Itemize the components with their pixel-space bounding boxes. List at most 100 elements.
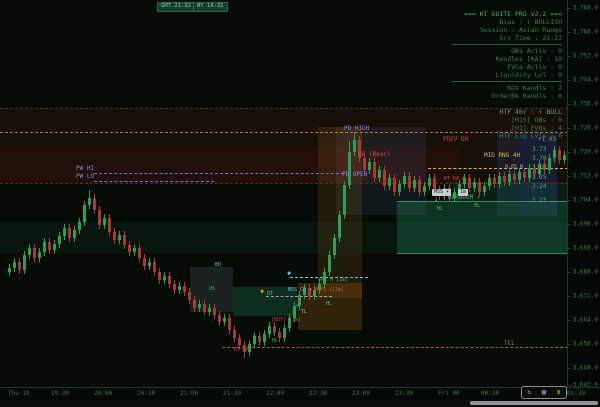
candle-body <box>13 262 16 268</box>
candle-body <box>98 210 101 225</box>
chart-toolbar[interactable]: ↻ ▦ ▮ <box>521 386 567 399</box>
candle-body <box>138 248 141 258</box>
price-tick-mark <box>568 224 571 225</box>
time-tick-label: 21:00 <box>180 390 199 397</box>
tl-tag: TL <box>301 309 308 315</box>
panel-line: Kandles [KA] : 10 <box>495 55 562 63</box>
candle-body <box>538 164 541 174</box>
candle-body <box>63 228 66 236</box>
bu-tag: BU <box>215 262 222 268</box>
candle-body <box>528 168 531 178</box>
candle-body <box>218 315 221 322</box>
candle-body <box>368 162 371 170</box>
time-tick-label: 19:30 <box>51 390 70 397</box>
candle-body <box>233 330 236 338</box>
candle-body <box>48 242 51 250</box>
candle-body <box>308 288 311 296</box>
candle-body <box>548 158 551 170</box>
candle-body <box>398 184 401 192</box>
candle-body <box>543 164 546 170</box>
candle-body <box>68 228 71 238</box>
price-tick-mark <box>568 104 571 105</box>
r-multiple-label: +1.03 <box>538 136 557 143</box>
candle-body <box>423 186 426 192</box>
candle-body <box>323 272 326 284</box>
price-tick-label: 3,744.0 <box>572 76 598 84</box>
tcl-label: TCL <box>504 340 515 347</box>
candle-body <box>313 290 316 296</box>
time-tick-label: 00:30 <box>481 390 500 397</box>
panel-separator <box>452 81 562 82</box>
candle-body <box>143 258 146 266</box>
level-value-3: 3.67 <box>532 164 547 171</box>
scrollbar-thumb[interactable] <box>470 401 598 405</box>
candle-body <box>383 170 386 186</box>
time-axis[interactable]: Thu 19 19:30 20:00 20:30 21:00 21:30 22:00 22:3… <box>0 387 600 400</box>
candle-body <box>488 178 491 186</box>
candle-body <box>393 178 396 192</box>
price-tick-label: 3,720.0 <box>572 148 598 156</box>
candle-body <box>253 336 256 344</box>
hl-tag-4: HL <box>474 203 481 209</box>
price-axis[interactable]: 3,768.0 3,760.0 3,752.0 3,744.0 3,736.0 3,728… <box>567 0 600 389</box>
candle-body <box>508 174 511 182</box>
price-tick-mark <box>568 200 571 201</box>
r2-target-label: +R2 H [1m] <box>318 277 349 283</box>
down-arrow-icon-1: ↓ <box>272 328 277 336</box>
candle-body <box>468 178 471 188</box>
candle-body <box>223 318 226 322</box>
panel-line: Srv Time : 21:32 <box>499 34 562 42</box>
candle-body <box>418 180 421 192</box>
price-tick-mark <box>568 296 571 297</box>
clock-badge[interactable]: NY 14:32 <box>193 2 228 12</box>
dt-tag: DT <box>267 291 274 297</box>
pd-high-label: PD HIGH <box>344 125 370 132</box>
candle-body <box>533 168 536 174</box>
status-icon[interactable]: ▮ <box>556 388 561 396</box>
candle-body <box>498 176 501 184</box>
low-liquidity-line <box>222 347 568 348</box>
panel-line: KDX Kandls : 2 <box>507 84 562 92</box>
candle-body <box>288 318 291 328</box>
scrollbar-track[interactable] <box>0 400 600 407</box>
price-tick-mark <box>568 176 571 177</box>
candle-body <box>163 276 166 280</box>
prev-day-high-line <box>0 132 568 133</box>
right-teal-strip <box>448 182 600 201</box>
candle-body <box>463 178 466 184</box>
entry-diamond-icon: ◆ <box>287 269 292 277</box>
session-badge[interactable]: GMT 21:32 <box>157 2 195 12</box>
price-tick-label: 3,688.0 <box>572 244 598 252</box>
candle-body <box>373 162 376 178</box>
tf-chip[interactable]: 1m <box>458 189 469 196</box>
refresh-icon[interactable]: ↻ <box>527 388 532 396</box>
candle-body <box>558 150 561 160</box>
candle-body <box>18 262 21 270</box>
candle-body <box>348 152 351 185</box>
price-tick-label: 3,728.0 <box>572 124 598 132</box>
candle-body <box>38 252 41 258</box>
mss-chip[interactable]: MSS ▾ <box>432 189 452 196</box>
panel-line: OBs Activ : 0 <box>511 47 562 55</box>
price-tick-label: 3,696.0 <box>572 220 598 228</box>
time-tick-label: 01:30 <box>567 390 586 397</box>
candle-body <box>203 304 206 312</box>
candle-body <box>58 236 61 244</box>
candle-body <box>93 198 96 210</box>
grid-icon[interactable]: ▦ <box>541 388 547 396</box>
candle-body <box>473 182 476 188</box>
candle-body <box>23 255 26 270</box>
candle-body <box>213 308 216 315</box>
mmfs-label: MMFS +[1m] <box>314 287 345 293</box>
mss-ce-label: MSS CE ▾ <box>288 287 313 293</box>
candle-body <box>328 255 331 272</box>
discount-zone <box>397 201 600 253</box>
pw-low-label: PW LO <box>76 173 95 180</box>
candle-body <box>258 336 261 342</box>
candle-body <box>428 178 431 186</box>
mss-teal-box <box>233 287 297 316</box>
time-tick-label: 20:30 <box>137 390 156 397</box>
candle-body <box>118 235 121 240</box>
candle-body <box>128 245 131 252</box>
price-tick-mark <box>568 320 571 321</box>
